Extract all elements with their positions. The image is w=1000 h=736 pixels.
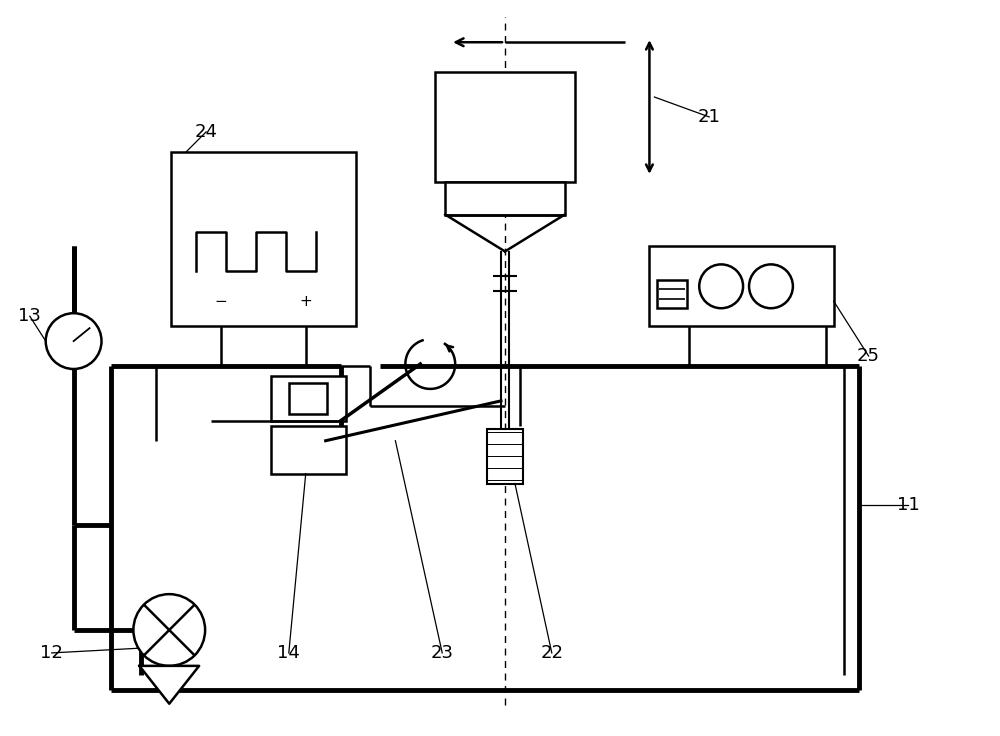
Text: 11: 11 bbox=[897, 497, 920, 514]
Text: −: − bbox=[215, 294, 227, 309]
Text: 12: 12 bbox=[40, 644, 63, 662]
Text: 13: 13 bbox=[18, 307, 41, 325]
Circle shape bbox=[699, 264, 743, 308]
Polygon shape bbox=[139, 666, 199, 704]
Bar bbox=[649, 247, 834, 326]
Circle shape bbox=[46, 314, 102, 369]
Bar bbox=[289, 383, 327, 414]
Text: 24: 24 bbox=[195, 123, 218, 141]
Text: 25: 25 bbox=[857, 347, 880, 365]
Bar bbox=[657, 280, 687, 308]
Text: +: + bbox=[299, 294, 312, 309]
Text: 22: 22 bbox=[540, 644, 563, 662]
Bar bbox=[487, 429, 523, 484]
Text: 14: 14 bbox=[277, 644, 300, 662]
Circle shape bbox=[133, 594, 205, 666]
Text: 21: 21 bbox=[698, 108, 721, 126]
Bar bbox=[171, 152, 356, 326]
Circle shape bbox=[749, 264, 793, 308]
Bar bbox=[445, 182, 565, 215]
Bar bbox=[271, 376, 346, 421]
Bar bbox=[435, 72, 575, 182]
Bar bbox=[271, 426, 346, 473]
Text: 23: 23 bbox=[431, 644, 454, 662]
